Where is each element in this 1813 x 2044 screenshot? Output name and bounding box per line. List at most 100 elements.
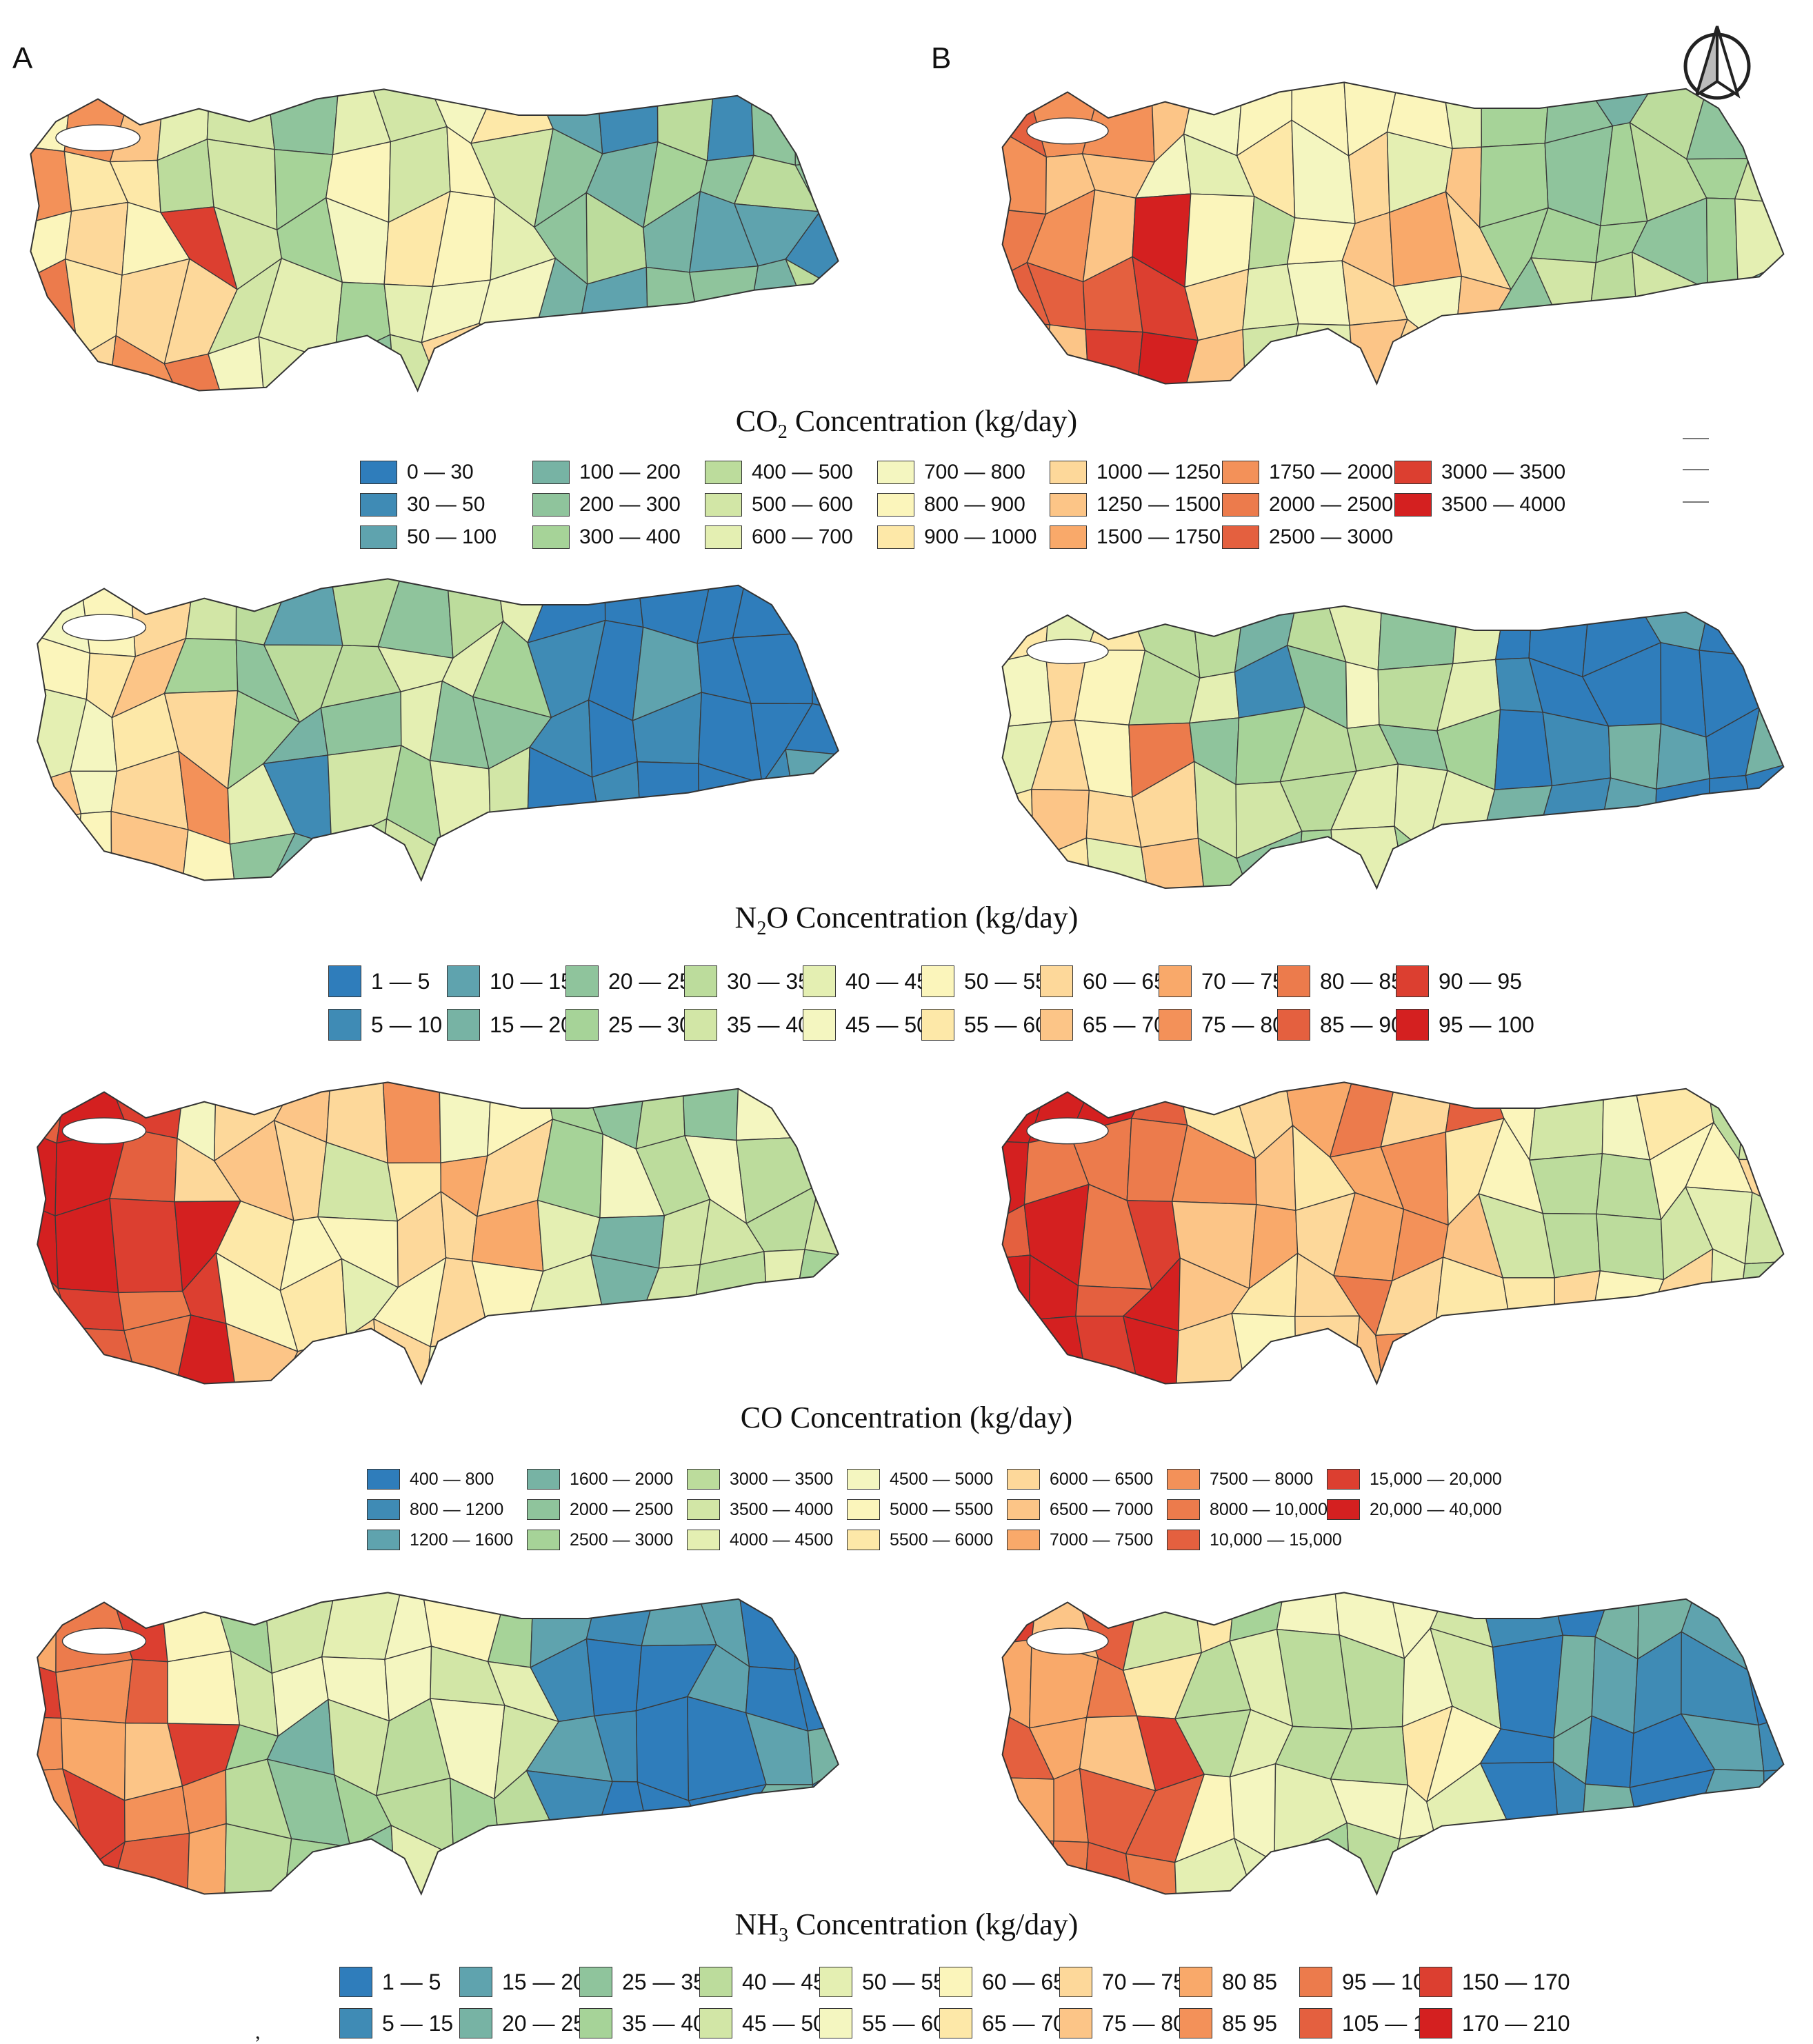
legend-swatch	[527, 1499, 560, 1520]
legend-label: 5 — 15	[382, 2010, 454, 2036]
legend-swatch	[527, 1530, 560, 1550]
province-region	[633, 354, 707, 391]
legend-swatch	[1394, 461, 1432, 484]
legend-swatch	[1327, 1499, 1360, 1520]
legend-label: 20 — 25	[608, 968, 692, 994]
province-region	[1085, 837, 1150, 889]
legend-swatch	[1167, 1499, 1200, 1520]
province-region	[57, 1287, 125, 1332]
legend-item: 700 — 800	[877, 461, 1025, 484]
legend-item: 900 — 1000	[877, 525, 1036, 549]
legend-label: 700 — 800	[924, 461, 1025, 483]
province-region	[739, 1824, 813, 1894]
province-region	[54, 1197, 119, 1294]
province-region	[1231, 1312, 1296, 1384]
legend-label: 1 — 5	[371, 968, 430, 994]
legend-label: 4000 — 4500	[730, 1530, 834, 1550]
map-co-panel-a	[37, 1081, 839, 1386]
legend-item: 2000 — 2500	[527, 1499, 673, 1520]
legend-swatch	[565, 1009, 599, 1041]
province-region	[1753, 1832, 1784, 1894]
legend-label: 8000 — 10,000	[1210, 1499, 1328, 1519]
legend-swatch	[328, 965, 361, 997]
legend-label: 3000 — 3500	[730, 1469, 834, 1489]
legend-item: 3500 — 4000	[687, 1499, 833, 1520]
province-region	[1042, 1840, 1089, 1894]
province-region	[490, 843, 556, 881]
north-arrow-icon	[1683, 26, 1751, 100]
legend-item: 80 85	[1179, 1967, 1277, 1997]
legend-label: 6500 — 7000	[1050, 1499, 1154, 1519]
legend-label: 900 — 1000	[924, 525, 1037, 548]
legend-swatch	[1419, 1967, 1452, 1997]
legend-swatch	[367, 1469, 400, 1490]
legend-item: 1000 — 1250	[1050, 461, 1221, 484]
legend-swatch	[1159, 965, 1192, 997]
province-region	[281, 1838, 351, 1894]
province-region	[1394, 825, 1443, 889]
province-region	[1747, 1632, 1784, 1726]
legend-swatch	[705, 525, 742, 549]
province-region	[681, 1082, 739, 1141]
province-region	[37, 812, 82, 881]
legend-label: 2000 — 2500	[570, 1499, 674, 1519]
sea-of-marmara	[61, 614, 147, 641]
province-region	[1529, 1082, 1605, 1161]
legend-label: 75 — 80	[1102, 2010, 1185, 2036]
legend-item: 30 — 35	[684, 965, 810, 997]
legend-swatch	[360, 461, 397, 484]
province-region	[763, 1249, 805, 1343]
province-region	[1276, 1592, 1340, 1636]
province-region	[1547, 1829, 1600, 1894]
legend-item: 1 — 5	[339, 1967, 441, 1997]
province-region	[1242, 323, 1299, 384]
legend-label: 80 85	[1222, 1969, 1278, 1994]
legend-swatch	[1050, 525, 1087, 549]
province-region	[1479, 840, 1537, 889]
legend-swatch	[877, 525, 914, 549]
province-region	[1699, 283, 1741, 329]
province-region	[1296, 829, 1337, 889]
stray-tick	[1683, 501, 1709, 503]
legend-item: 1750 — 2000	[1222, 461, 1393, 484]
legend-swatch	[847, 1499, 880, 1520]
province-region	[1581, 1830, 1643, 1894]
province-region	[484, 1328, 537, 1384]
legend-swatch	[1419, 2008, 1452, 2038]
province-region	[637, 761, 700, 845]
legend-item: 15 — 20	[447, 1009, 573, 1041]
legend-swatch	[1059, 2008, 1092, 2038]
province-region	[72, 810, 112, 881]
province-region	[1085, 328, 1143, 384]
province-region	[1692, 1823, 1766, 1894]
country-border	[30, 88, 839, 393]
legend-label: 15 — 20	[490, 1012, 573, 1037]
province-region	[641, 842, 704, 881]
province-region	[735, 1082, 821, 1141]
legend-item: 25 — 35	[579, 1967, 705, 1997]
sea-of-marmara	[55, 124, 141, 152]
province-region	[37, 1327, 71, 1384]
legend-swatch	[1327, 1469, 1360, 1490]
province-region	[1032, 837, 1092, 889]
legend-item: 1200 — 1600	[367, 1530, 513, 1550]
province-region	[1002, 650, 1052, 730]
legend-label: 1750 — 2000	[1269, 461, 1394, 483]
province-region	[1750, 841, 1784, 889]
legend-label: 200 — 300	[579, 493, 681, 516]
province-region	[802, 579, 839, 648]
legend-swatch	[1179, 1967, 1212, 1997]
province-region	[1745, 760, 1784, 852]
province-region	[1141, 837, 1206, 889]
legend-item: 95 — 105	[1299, 1967, 1438, 1997]
legend-item: 60 — 65	[939, 1967, 1065, 1997]
province-region	[1589, 1314, 1653, 1384]
legend-item: 8000 — 10,000	[1167, 1499, 1328, 1520]
legend-label: 50 — 55	[964, 968, 1048, 994]
legend-swatch	[699, 1967, 732, 1997]
legend-item: 40 — 45	[699, 1967, 825, 1997]
province-region	[1480, 312, 1557, 384]
province-region	[1654, 825, 1710, 889]
province-region	[601, 830, 645, 881]
legend-label: 40 — 45	[845, 968, 929, 994]
